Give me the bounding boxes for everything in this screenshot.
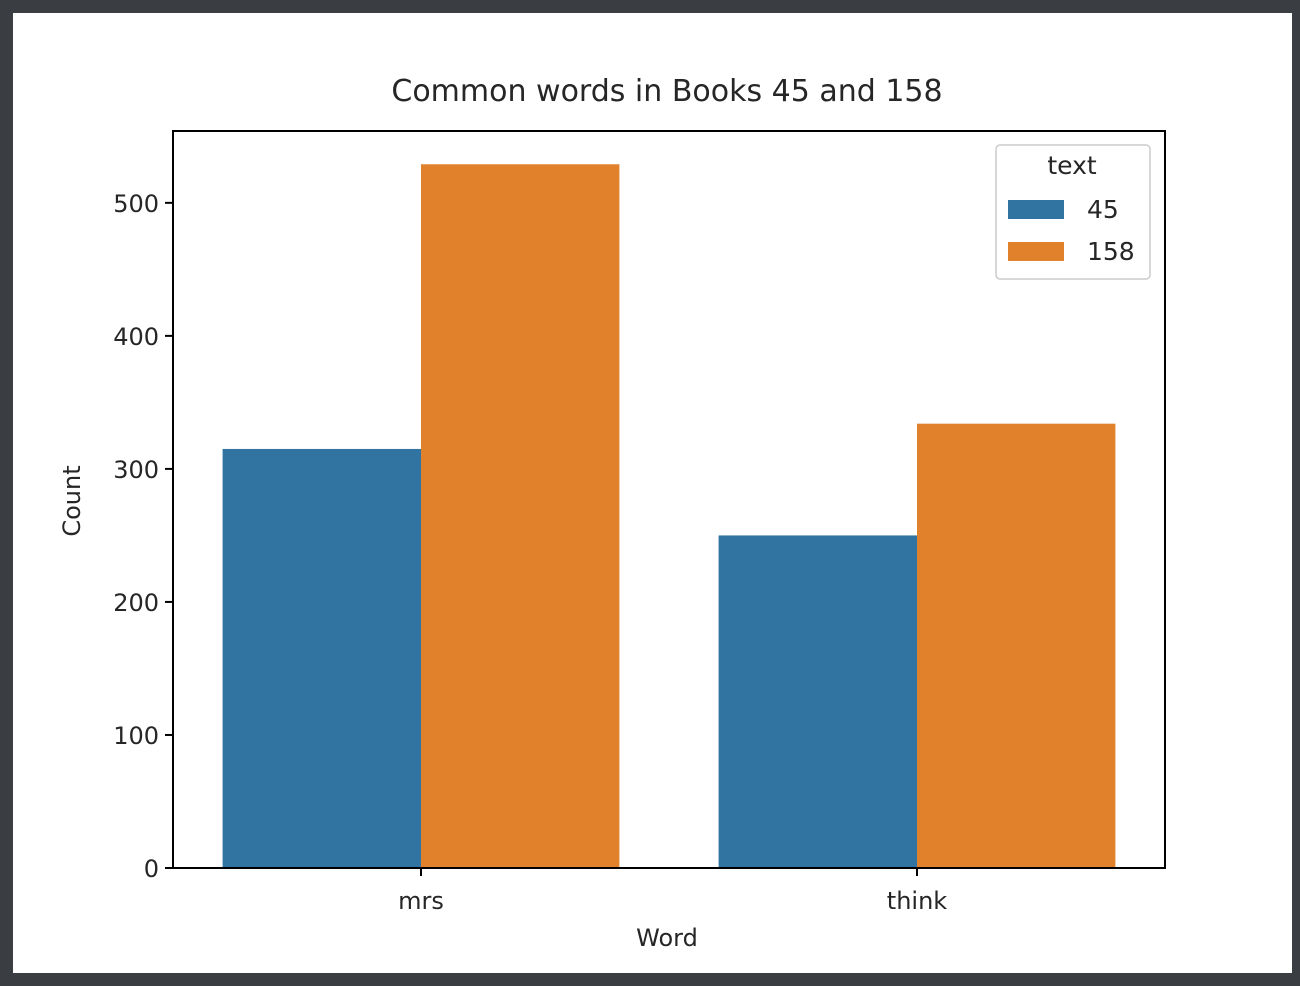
- x-axis: mrs think: [398, 868, 947, 915]
- x-tick-label-think: think: [887, 887, 948, 915]
- bar-mrs-158: [421, 164, 620, 868]
- bars-layer: [222, 164, 1116, 868]
- plot-frame: [172, 130, 1166, 869]
- y-axis-label: Count: [58, 465, 86, 536]
- y-tick-label-400: 400: [113, 323, 159, 351]
- figure: Common words in Books 45 and 158 0 100 200…: [13, 13, 1292, 973]
- bar-think-45: [718, 535, 917, 868]
- bar-mrs-45: [222, 448, 421, 868]
- y-tick-label-200: 200: [113, 589, 159, 617]
- chart-title: Common words in Books 45 and 158: [391, 74, 942, 109]
- y-axis: 0 100 200 300 400 500: [113, 190, 173, 883]
- legend-label-158: 158: [1087, 237, 1135, 266]
- x-axis-label: Word: [636, 924, 698, 952]
- y-tick-label-300: 300: [113, 456, 159, 484]
- bar-chart: Common words in Books 45 and 158 0 100 200…: [58, 74, 1166, 952]
- y-tick-label-100: 100: [113, 722, 159, 750]
- x-tick-label-mrs: mrs: [398, 887, 444, 915]
- y-tick-label-0: 0: [144, 855, 159, 883]
- legend-label-45: 45: [1087, 195, 1119, 224]
- legend-swatch-45: [1008, 200, 1064, 219]
- legend-swatch-158: [1008, 242, 1064, 261]
- bar-think-158: [917, 423, 1116, 868]
- legend-title: text: [1047, 151, 1097, 180]
- y-tick-label-500: 500: [113, 190, 159, 218]
